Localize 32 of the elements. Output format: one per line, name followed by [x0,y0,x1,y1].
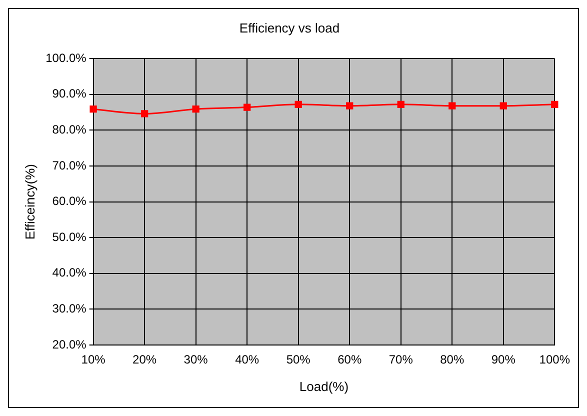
point [448,102,456,110]
y-tick-label: 20.0% [52,337,87,352]
x-tick-label: 50% [286,352,311,367]
point [500,102,507,110]
y-tick-label: 30.0% [52,302,87,316]
x-tick-label: 40% [235,352,260,367]
point [192,106,200,113]
x-tick-label: 80% [440,352,464,367]
y-tick-label: 90.0% [52,86,87,101]
point [551,100,558,108]
x-tick-label: 20% [132,352,157,367]
y-tick-label: 40.0% [52,266,87,280]
x-tick-label: 30% [184,352,208,367]
x-axis-title: Load(%) [299,378,349,394]
x-tick-label: 100% [539,352,570,367]
y-axis-title: Efficeincy(%) [22,164,38,240]
y-tick-label: 70.0% [52,158,87,172]
y-tick-label: 60.0% [52,194,87,208]
x-tick-label: 60% [338,352,362,367]
y-tick-label: 80.0% [52,122,87,137]
point [346,102,354,110]
point [397,100,404,108]
x-tick-label: 90% [491,352,516,367]
x-tick-label: 70% [388,352,414,367]
point [294,100,302,108]
point [140,110,148,118]
point [90,106,97,113]
y-tick-label: 100.0% [46,50,87,65]
x-tick-label: 10% [81,352,106,367]
point [244,104,251,111]
chart-title: Efficiency vs load [239,20,340,36]
y-tick-label: 50.0% [52,230,87,244]
